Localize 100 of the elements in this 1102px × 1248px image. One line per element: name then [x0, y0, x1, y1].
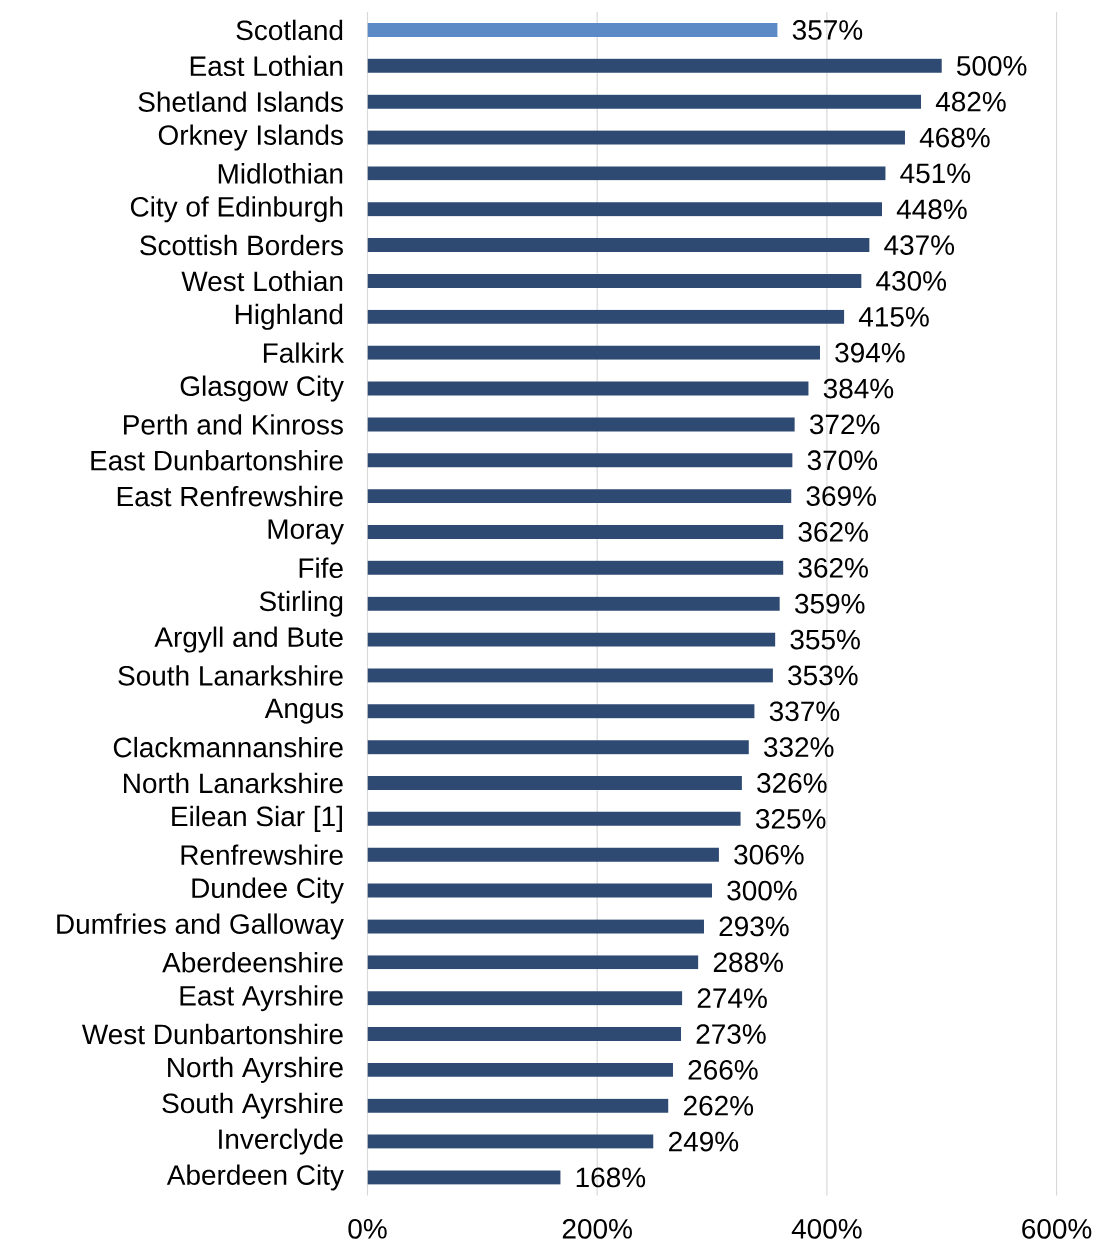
data-label: 293%: [719, 916, 789, 937]
data-label: 415%: [859, 306, 929, 327]
bar: [367, 560, 784, 575]
bar: [367, 883, 713, 898]
data-label: 468%: [919, 127, 990, 148]
data-label: 362%: [798, 522, 869, 542]
y-tick-label: Angus: [264, 698, 344, 724]
data-label: 274%: [697, 988, 768, 1008]
y-tick-label: East Ayrshire: [180, 985, 343, 1012]
bar: [367, 58, 942, 73]
bar: [367, 273, 862, 288]
y-tick-label: Scottish Borders: [140, 234, 344, 256]
data-label: 273%: [696, 1024, 766, 1044]
data-label: 262%: [684, 1095, 754, 1116]
y-tick-label: East Renfrewshire: [118, 485, 343, 507]
bar: [367, 1098, 669, 1113]
bar: [367, 919, 705, 934]
bar: [367, 381, 809, 396]
data-label: 362%: [798, 557, 869, 578]
y-tick-label: West Lothian: [181, 270, 343, 292]
data-label: 370%: [807, 450, 878, 471]
bar: [367, 1134, 654, 1149]
data-label: 482%: [936, 91, 1006, 112]
bar: [367, 345, 821, 360]
y-tick-label: Aberdeen City: [167, 1164, 345, 1191]
x-tick-label: 400%: [791, 1218, 862, 1239]
bar: [367, 1062, 674, 1077]
y-tick-label: Glasgow City: [180, 375, 345, 402]
bar: [367, 596, 780, 611]
y-tick-label: Moray: [268, 519, 345, 545]
bar: [367, 811, 741, 826]
data-label: 357%: [792, 20, 863, 40]
bar: [367, 991, 683, 1006]
bar: [367, 1170, 561, 1185]
bar: [367, 776, 743, 790]
y-tick-label: South Ayrshire: [162, 1092, 343, 1119]
data-label: 500%: [957, 55, 1027, 76]
data-label: 359%: [795, 593, 865, 614]
data-label: 384%: [823, 378, 894, 399]
data-label: 451%: [900, 163, 971, 184]
data-label: 353%: [788, 665, 858, 686]
y-tick-label: Highland: [236, 303, 343, 330]
y-tick-label: Clackmannanshire: [114, 736, 343, 758]
data-label: 437%: [884, 235, 955, 255]
data-label: 394%: [835, 342, 905, 363]
bar: [367, 130, 906, 145]
bar: [367, 847, 720, 862]
y-tick-label: South Lanarkshire: [118, 665, 343, 686]
bar: [367, 704, 755, 719]
x-tick-label: 0%: [348, 1218, 387, 1239]
bar: [367, 668, 774, 683]
data-label: 300%: [727, 880, 797, 901]
y-tick-label: Falkirk: [264, 342, 345, 363]
data-label: 372%: [810, 414, 880, 435]
y-tick-label: North Lanarkshire: [124, 772, 343, 794]
bar: [367, 740, 749, 755]
bar: [367, 22, 778, 37]
y-tick-label: Scotland: [236, 19, 343, 41]
y-tick-label: Midlothian: [219, 163, 343, 184]
bar: [367, 955, 699, 970]
y-tick-label: West Dunbartonshire: [82, 1023, 343, 1045]
y-tick-label: Eilean Siar [1]: [172, 805, 343, 832]
data-label: 337%: [769, 701, 840, 722]
data-label: 355%: [790, 629, 861, 650]
y-tick-label: East Dunbartonshire: [91, 450, 343, 471]
data-label: 306%: [734, 844, 804, 865]
y-tick-label: Fife: [299, 557, 343, 579]
data-label: 448%: [897, 199, 967, 220]
bar: [367, 453, 793, 468]
data-label: 369%: [806, 486, 877, 507]
data-label: 249%: [669, 1131, 739, 1152]
data-label: 332%: [764, 737, 834, 758]
y-tick-label: Aberdeenshire: [162, 952, 343, 973]
bar: [367, 489, 792, 504]
data-label: 168%: [576, 1167, 646, 1188]
bar: [367, 417, 795, 432]
y-tick-label: Inverclyde: [219, 1128, 343, 1155]
y-tick-label: Argyll and Bute: [154, 626, 343, 653]
y-tick-label: Shetland Islands: [138, 91, 344, 112]
bar: [367, 309, 845, 324]
y-tick-label: Stirling: [259, 590, 343, 617]
data-label: 325%: [756, 808, 826, 829]
x-tick-label: 600%: [1022, 1218, 1092, 1239]
data-label: 288%: [714, 952, 784, 973]
data-label: 266%: [688, 1059, 758, 1080]
y-tick-label: Renfrewshire: [181, 844, 343, 865]
bar: [367, 238, 870, 253]
bar: [367, 94, 922, 109]
data-label: 430%: [876, 271, 947, 291]
y-tick-label: Orkney Islands: [159, 124, 344, 151]
bar: [367, 1027, 682, 1042]
bar: [367, 166, 886, 181]
y-tick-label: Perth and Kinross: [124, 414, 344, 435]
bar: [367, 524, 784, 539]
y-tick-label: North Ayrshire: [168, 1056, 343, 1083]
y-tick-label: City of Edinburgh: [131, 196, 343, 223]
data-label: 326%: [757, 773, 827, 793]
bar: [367, 202, 883, 217]
y-tick-label: Dundee City: [192, 877, 345, 904]
bar: [367, 632, 776, 647]
